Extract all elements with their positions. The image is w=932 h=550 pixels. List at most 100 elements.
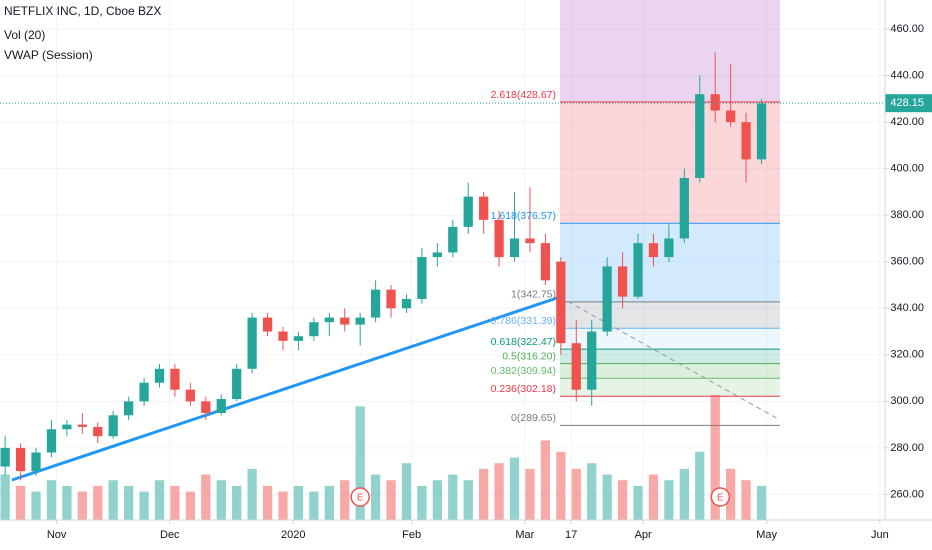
volume-bar <box>185 491 196 520</box>
chart-title: NETFLIX INC, 1D, Cboe BZX <box>4 4 161 18</box>
fib-label: 1.618(376.57) <box>491 210 556 222</box>
volume-bar <box>525 468 535 520</box>
volume-layer <box>0 395 767 520</box>
volume-bar <box>756 485 767 520</box>
indicator-label: VWAP (Session) <box>4 48 93 62</box>
volume-bar <box>355 406 365 520</box>
candle-body <box>278 331 288 341</box>
candle-body <box>448 226 458 253</box>
volume-bar <box>154 480 165 520</box>
candle-layer <box>0 52 767 481</box>
fib-zone <box>560 0 780 102</box>
candle-body <box>756 103 767 160</box>
volume-bar <box>340 480 350 520</box>
volume-bar <box>62 485 72 520</box>
fib-layer <box>560 0 780 426</box>
last-price-label: 428.15 <box>890 97 924 109</box>
trend-line <box>11 295 561 482</box>
volume-bar <box>46 480 57 520</box>
fib-label: 1(342.75) <box>511 289 556 301</box>
volume-bar <box>695 451 705 520</box>
volume-bar <box>540 440 551 520</box>
candle-body <box>509 238 520 258</box>
candle-body <box>293 336 304 341</box>
fib-zone <box>560 396 780 425</box>
volume-bar <box>401 463 412 520</box>
volume-bar <box>139 491 149 520</box>
volume-bar <box>124 485 134 520</box>
volume-bar <box>417 485 427 520</box>
volume-bar <box>617 480 628 520</box>
candle-body <box>695 94 705 178</box>
candle-body <box>386 289 396 309</box>
candle-body <box>571 343 581 390</box>
volume-bar <box>602 474 612 520</box>
volume-bar <box>479 468 489 520</box>
candle-body <box>216 399 226 413</box>
candle-body <box>602 266 612 332</box>
fib-zone <box>560 101 780 224</box>
candle-body <box>355 317 365 325</box>
candle-body <box>262 317 273 332</box>
candle-body <box>463 196 473 227</box>
candle-body <box>648 243 659 258</box>
overlay-layer: 260.00 280.00 300.00 320.00 340.00 360.00 380.… <box>0 23 932 541</box>
volume-bar <box>571 468 581 520</box>
y-tick-label: 340.00 <box>890 302 924 314</box>
candle-body <box>0 447 10 467</box>
earnings-marker <box>350 487 370 507</box>
fib-zone <box>560 363 780 379</box>
fib-label: 0.382(309.94) <box>491 365 556 377</box>
volume-bar <box>0 474 10 520</box>
earnings-label: E <box>357 493 364 504</box>
volume-bar <box>262 485 273 520</box>
volume-bar <box>77 491 87 520</box>
candle-body <box>525 238 535 244</box>
x-tick-label: May <box>756 529 777 541</box>
indicator-label: Vol (20) <box>4 28 45 42</box>
candle-body <box>170 368 180 390</box>
candle-body <box>93 426 103 437</box>
volume-bar <box>648 474 659 520</box>
candle-body <box>741 122 751 160</box>
fib-label: 0.786(331.39) <box>491 315 556 327</box>
earnings-marker <box>710 487 731 507</box>
volume-bar <box>293 485 304 520</box>
volume-bar <box>15 485 26 520</box>
candle-body <box>494 219 504 258</box>
y-tick-label: 280.00 <box>890 442 924 454</box>
volume-bar <box>726 468 736 520</box>
fib-label: 0.236(302.18) <box>491 383 556 395</box>
candle-body <box>15 447 26 472</box>
candle-body <box>664 238 674 258</box>
volume-bar <box>201 474 211 520</box>
x-tick-label: Nov <box>47 529 67 541</box>
last-price-tag <box>885 94 932 113</box>
candle-body <box>124 401 134 416</box>
candle-body <box>633 243 643 297</box>
y-tick-label: 400.00 <box>890 163 924 175</box>
y-tick-label: 320.00 <box>890 349 924 361</box>
fib-zone <box>560 328 780 350</box>
x-tick-label: Jun <box>871 529 889 541</box>
volume-bar <box>587 463 597 520</box>
volume-bar <box>108 480 118 520</box>
volume-bar <box>278 491 288 520</box>
volume-bar <box>93 485 103 520</box>
volume-bar <box>679 468 689 520</box>
fib-trend-line <box>559 296 781 421</box>
candle-body <box>232 368 242 400</box>
volume-bar <box>463 480 473 520</box>
fib-zone <box>560 223 780 302</box>
candle-body <box>324 317 334 323</box>
x-tick-label: 2020 <box>281 529 305 541</box>
volume-bar <box>494 463 504 520</box>
fib-label: 0.618(322.47) <box>491 336 556 348</box>
volume-bar <box>324 485 334 520</box>
candle-body <box>417 257 427 299</box>
candle-body <box>679 177 689 239</box>
x-tick-label: Apr <box>635 529 652 541</box>
candle-body <box>726 110 736 123</box>
y-tick-label: 380.00 <box>890 209 924 221</box>
volume-bar <box>432 480 442 520</box>
